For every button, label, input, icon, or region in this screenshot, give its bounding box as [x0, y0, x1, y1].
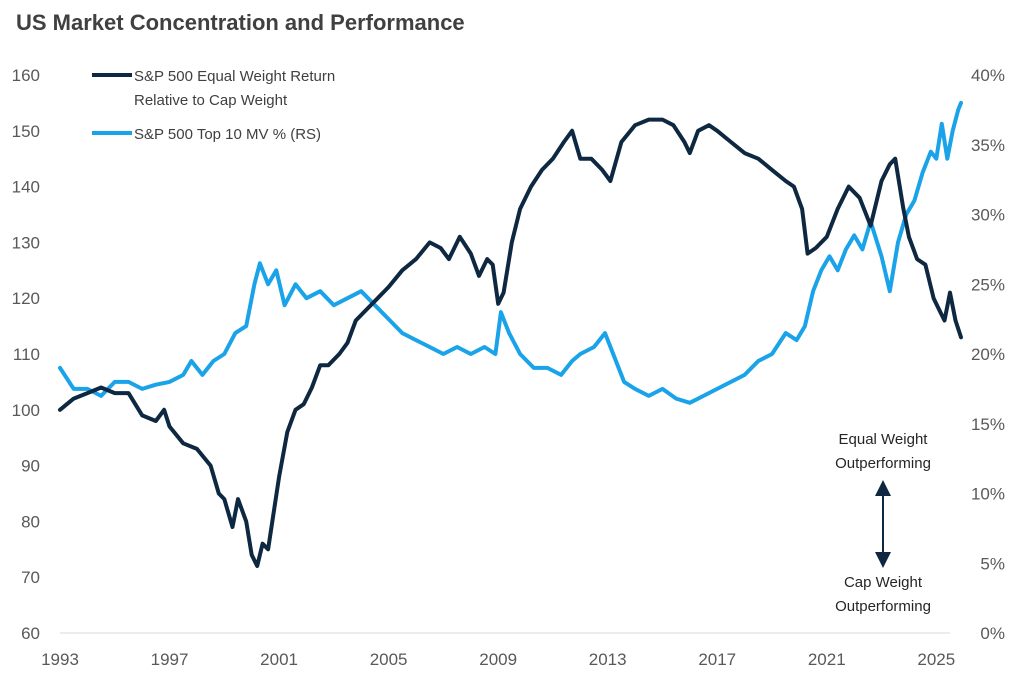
- series-layer: [58, 100, 963, 568]
- y-right-tick-label: 5%: [980, 554, 1005, 573]
- y-right-tick-label: 25%: [971, 275, 1005, 294]
- legend: S&P 500 Equal Weight Return Relative to C…: [92, 68, 335, 143]
- y-left-tick-label: 160: [12, 66, 40, 85]
- x-tick-label: 2021: [808, 650, 846, 669]
- y-right-tick-label: 0%: [980, 624, 1005, 643]
- chart-title: US Market Concentration and Performance: [16, 10, 465, 35]
- y-left-tick-label: 150: [12, 122, 40, 141]
- y-left-tick-label: 60: [21, 624, 40, 643]
- y-right-tick-label: 40%: [971, 66, 1005, 85]
- y-left-tick-label: 140: [12, 178, 40, 197]
- y-left-tick-label: 70: [21, 568, 40, 587]
- legend-label: S&P 500 Top 10 MV % (RS): [134, 126, 321, 143]
- y-left-tick-label: 120: [12, 289, 40, 308]
- x-axis: 1993 1997 2001 2005 2009 2013 2017 2021 2025: [41, 632, 955, 669]
- y-right-tick-label: 35%: [971, 136, 1005, 155]
- annotation-equal-weight-label: Equal Weight: [839, 431, 929, 448]
- annotation-cap-weight-label: Outperforming: [835, 598, 931, 615]
- y-left-tick-label: 100: [12, 401, 40, 420]
- x-tick-label: 2017: [698, 650, 736, 669]
- y-left-tick-label: 80: [21, 512, 40, 531]
- legend-label: S&P 500 Equal Weight Return: [134, 68, 335, 85]
- annotation-equal-weight-label: Outperforming: [835, 455, 931, 472]
- legend-label: Relative to Cap Weight: [134, 92, 288, 109]
- x-tick-label: 1997: [151, 650, 189, 669]
- annotation: Equal Weight Outperforming Cap Weight Outpe…: [835, 431, 931, 615]
- y-right-tick-label: 10%: [971, 485, 1005, 504]
- x-tick-label: 2009: [479, 650, 517, 669]
- y-axis-left: 60 70 80 90 100 110 120 130 140 150 160: [12, 66, 40, 643]
- x-tick-label: 1993: [41, 650, 79, 669]
- y-axis-right: 0% 5% 10% 15% 20% 25% 30% 35% 40%: [971, 66, 1005, 643]
- annotation-cap-weight-label: Cap Weight: [844, 574, 923, 591]
- y-right-tick-label: 30%: [971, 206, 1005, 225]
- y-left-tick-label: 130: [12, 233, 40, 252]
- x-tick-label: 2013: [589, 650, 627, 669]
- y-left-tick-label: 90: [21, 457, 40, 476]
- y-left-tick-label: 110: [13, 345, 40, 364]
- y-right-tick-label: 20%: [971, 345, 1005, 364]
- x-tick-label: 2005: [370, 650, 408, 669]
- series-line-top10-mv: [58, 100, 963, 405]
- y-right-tick-label: 15%: [971, 415, 1005, 434]
- series-line-equal-weight-relative: [58, 117, 963, 568]
- x-tick-label: 2025: [917, 650, 955, 669]
- x-tick-label: 2001: [260, 650, 298, 669]
